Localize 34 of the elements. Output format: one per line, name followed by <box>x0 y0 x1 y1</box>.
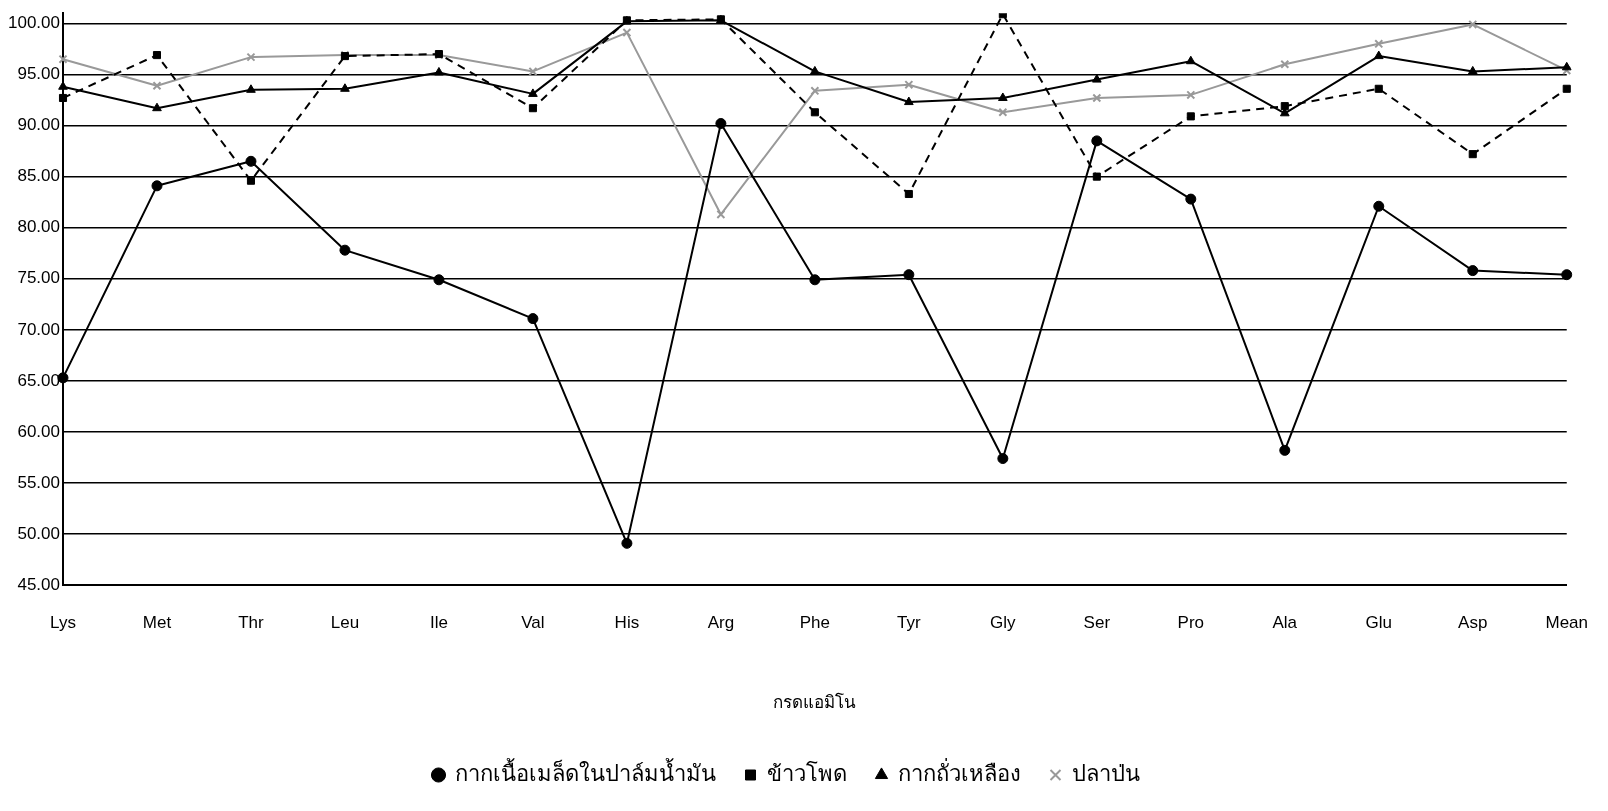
x-tick-label: Glu <box>1365 613 1392 633</box>
y-tick-label: 60.00 <box>17 421 60 441</box>
x-tick-label: Thr <box>238 613 265 633</box>
x-tick-label: Mean <box>1545 613 1588 633</box>
x-axis-title: กรดแอมิโน <box>773 692 857 713</box>
x-tick-label: Tyr <box>897 613 921 633</box>
x-tick-label: Ala <box>1272 613 1298 633</box>
x-tick-label: His <box>614 613 640 633</box>
y-tick-label: 70.00 <box>17 319 60 339</box>
y-tick-label: 65.00 <box>17 370 60 390</box>
y-tick-label: 100.00 <box>8 13 60 33</box>
y-tick-label: 45.00 <box>17 574 60 594</box>
x-tick-label: Met <box>142 613 172 633</box>
legend-label: ข้าวโพด <box>766 761 847 787</box>
y-tick-label: 50.00 <box>17 523 60 543</box>
x-tick-label: Gly <box>990 613 1017 633</box>
x-tick-label: Val <box>521 613 545 633</box>
legend-label: กากเนื้อเมล็ดในปาล์มน้ำมัน <box>454 758 716 787</box>
x-tick-label: Leu <box>330 613 360 633</box>
x-tick-label: Phe <box>799 613 830 633</box>
y-tick-label: 85.00 <box>17 166 60 186</box>
legend-label: ปลาป่น <box>1071 761 1140 787</box>
x-tick-label: Lys <box>50 613 76 633</box>
x-tick-label: Asp <box>1458 613 1488 633</box>
y-tick-label: 80.00 <box>17 217 60 237</box>
x-tick-label: Ser <box>1083 613 1111 633</box>
y-tick-label: 95.00 <box>17 64 60 84</box>
legend-label: กากถั่วเหลือง <box>897 758 1021 787</box>
y-tick-label: 55.00 <box>17 472 60 492</box>
y-tick-label: 75.00 <box>17 268 60 288</box>
x-tick-label: Ile <box>429 613 448 633</box>
y-tick-label: 90.00 <box>17 115 60 135</box>
x-tick-label: Pro <box>1177 613 1205 633</box>
x-tick-label: Arg <box>707 613 735 633</box>
